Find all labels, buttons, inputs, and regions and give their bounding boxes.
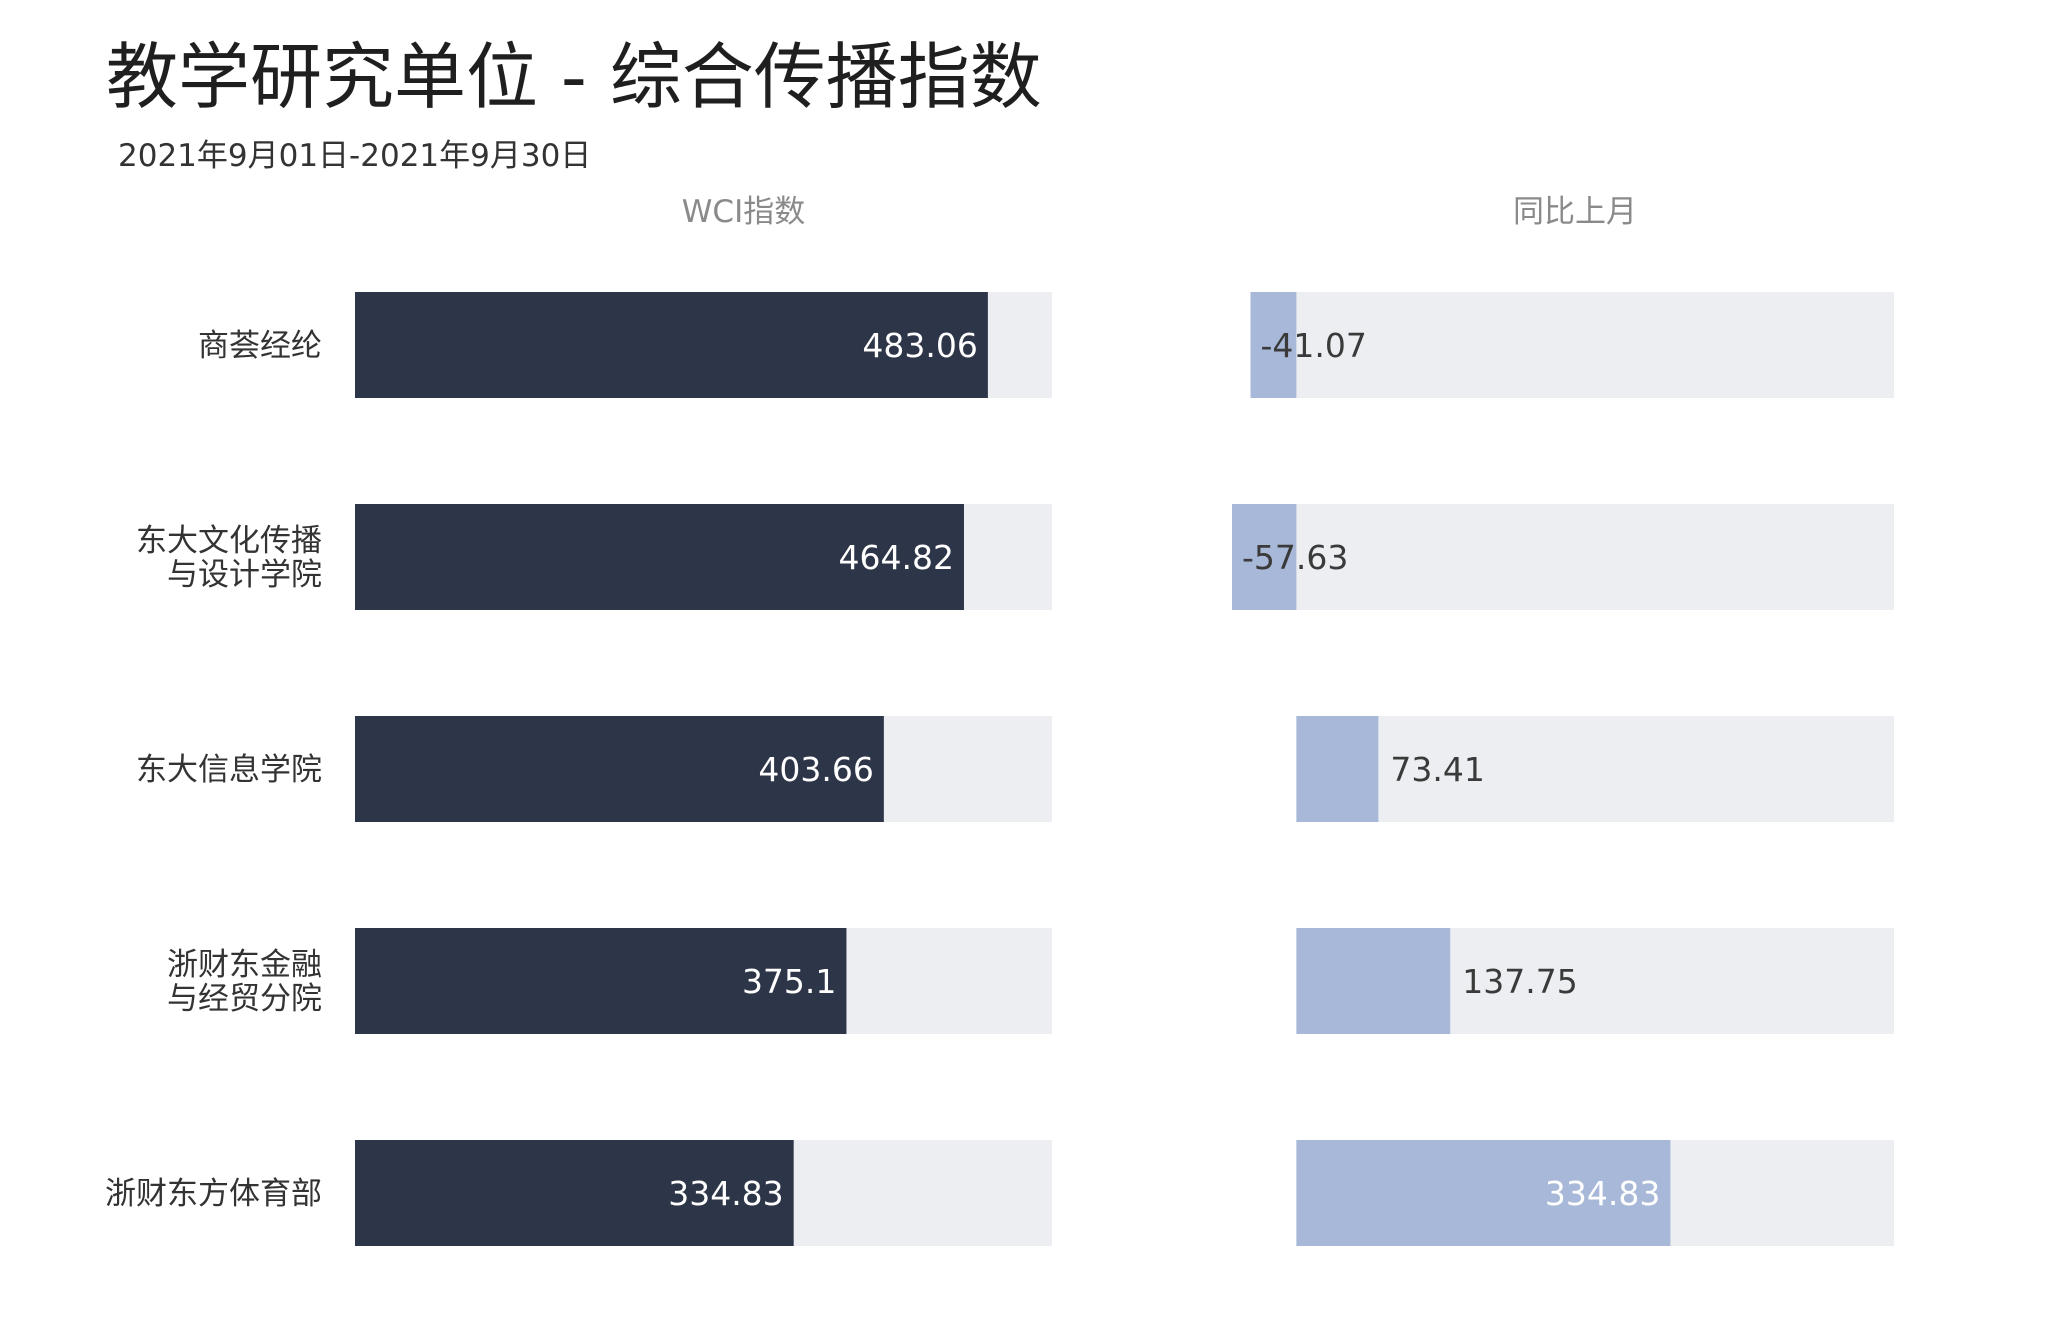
chart-rows: 商荟经纶 483.06 -41.07 东大文化传播与设计学院 464.82 -57.63 东… [105,292,1894,1246]
category-label-line: 浙财东方体育部 [105,1176,322,1212]
mom-bar [1296,716,1379,822]
category-label-line: 与设计学院 [167,557,322,593]
wci-value-label: 375.1 [742,962,836,1001]
category-label: 东大信息学院 [136,752,322,788]
category-label-line: 东大文化传播 [136,523,322,559]
wci-bar [355,928,847,1034]
mom-bar-track [1296,716,1894,822]
mom-bar [1232,504,1297,610]
wci-value-label: 483.06 [862,326,977,365]
wci-panel-title: WCI指数 [682,194,805,230]
wci-bar [355,292,988,398]
category-label: 商荟经纶 [198,328,322,364]
category-label-line: 东大信息学院 [136,752,322,788]
mom-bar-track [1232,504,1894,610]
wci-value-label: 334.83 [668,1174,783,1213]
mom-value-label: -41.07 [1260,326,1366,365]
category-label: 浙财东金融与经贸分院 [167,947,322,1017]
page-title: 教学研究单位 - 综合传播指数 [106,35,1042,119]
mom-value-label: 334.83 [1545,1174,1660,1213]
category-label-line: 商荟经纶 [198,328,322,364]
category-label-line: 与经贸分院 [167,981,322,1017]
mom-bar-track [1250,292,1894,398]
wci-bar [355,504,964,610]
mom-bar [1296,928,1451,1034]
mom-bar [1250,292,1297,398]
wci-bar [355,1140,794,1246]
category-label: 浙财东方体育部 [105,1176,322,1212]
mom-value-label: 137.75 [1462,962,1577,1001]
mom-panel-title: 同比上月 [1513,194,1637,230]
category-label-line: 浙财东金融 [167,947,322,983]
wci-value-label: 464.82 [839,538,954,577]
mom-value-label: -57.63 [1242,538,1348,577]
mom-bar [1296,1140,1671,1246]
wci-bar [355,716,884,822]
mom-value-label: 73.41 [1390,750,1484,789]
wci-value-label: 403.66 [758,750,873,789]
date-range: 2021年9月01日-2021年9月30日 [118,138,592,174]
category-label: 东大文化传播与设计学院 [136,523,322,593]
